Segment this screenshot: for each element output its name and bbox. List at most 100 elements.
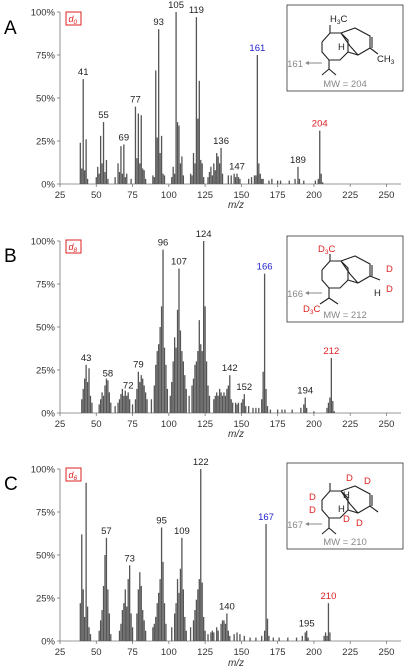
spectrum-bar bbox=[108, 392, 110, 413]
spectrum-bar bbox=[84, 378, 86, 413]
spectrum-bar bbox=[191, 385, 193, 413]
spectrum-bar bbox=[156, 137, 158, 184]
peak-label: 107 bbox=[171, 257, 187, 268]
deuteration-badge: d8 bbox=[65, 239, 82, 254]
spectrum-bar bbox=[210, 166, 212, 184]
spectrum-bar bbox=[181, 351, 183, 413]
spectrum-bar bbox=[313, 411, 315, 413]
spectrum-bar bbox=[192, 620, 195, 641]
spectrum-bar bbox=[163, 603, 166, 641]
structure-inset: D D D D D D H H 167 MW = 210 bbox=[286, 462, 404, 550]
spectrum-bar bbox=[144, 630, 147, 641]
structure-box bbox=[286, 462, 404, 550]
spectrum-bar bbox=[247, 178, 250, 184]
spectrum-bar bbox=[218, 388, 221, 413]
spectrum-bar bbox=[279, 180, 282, 184]
spectrum-bar bbox=[221, 173, 224, 184]
spectrum-bar bbox=[294, 178, 296, 184]
spectrum-bar bbox=[118, 630, 121, 641]
spectrum-bar bbox=[101, 392, 103, 413]
y-tick-label: 75% bbox=[36, 51, 56, 62]
spectrum-bar bbox=[181, 537, 183, 641]
spectrum-bar bbox=[243, 635, 245, 641]
badge-box bbox=[65, 467, 82, 482]
spectrum-bar bbox=[306, 630, 308, 641]
spectrum-bar bbox=[84, 616, 86, 641]
methyl-bond bbox=[369, 47, 379, 55]
spectrum-bar bbox=[102, 122, 105, 184]
spectrum-bar bbox=[179, 330, 182, 413]
isopropyl-arm-2 bbox=[328, 527, 337, 535]
spectrum-bar bbox=[79, 142, 81, 184]
spectrum-bar bbox=[265, 388, 267, 413]
spectrum-bar bbox=[203, 241, 205, 413]
peak-label: 109 bbox=[174, 526, 190, 537]
x-tick-label: 25 bbox=[55, 647, 66, 658]
spectrum-bar bbox=[156, 351, 158, 413]
spectrum-bar bbox=[129, 399, 131, 413]
y-tick-label: 25% bbox=[36, 137, 56, 148]
spectrum-bar bbox=[317, 178, 319, 184]
spectrum-bar bbox=[153, 623, 155, 641]
spectrum-bar bbox=[197, 118, 199, 184]
spectrum-bar bbox=[268, 635, 270, 641]
spectrum-bar bbox=[121, 173, 124, 184]
peak-label: 69 bbox=[119, 132, 130, 143]
spectrum-bar bbox=[329, 632, 331, 641]
spectrum-bar bbox=[188, 395, 190, 413]
fragment-arrowhead bbox=[305, 522, 309, 526]
spectrum-bar bbox=[242, 399, 244, 413]
spectrum-bar bbox=[194, 163, 196, 184]
spectrum-bar bbox=[117, 402, 119, 413]
spectrum-bar bbox=[160, 135, 163, 184]
structure-label-d-2: D bbox=[364, 476, 371, 487]
structure-label-d-1: D bbox=[346, 473, 353, 484]
bridge-bond bbox=[340, 490, 351, 505]
y-tick-label: 50% bbox=[36, 323, 56, 334]
spectrum-bar bbox=[176, 122, 179, 184]
y-tick-label: 25% bbox=[36, 366, 56, 377]
spectrum-bar bbox=[301, 635, 303, 641]
spectrum-bar bbox=[124, 390, 126, 413]
spectrum-bar bbox=[126, 173, 128, 184]
spectrum-bar bbox=[259, 173, 261, 184]
x-tick-label: 250 bbox=[379, 647, 395, 658]
peak-labels: 41 55 69 77 93 105 119 136 147 161 189 204 bbox=[78, 0, 328, 173]
structure-label-h: H bbox=[338, 42, 345, 53]
spectrum-bar bbox=[249, 637, 251, 641]
spectrum-bar bbox=[200, 159, 202, 184]
spectrum-bar bbox=[268, 180, 270, 184]
spectrum-bar bbox=[136, 158, 138, 184]
spectrum-bar bbox=[105, 537, 108, 641]
spectrum-bar bbox=[185, 630, 187, 641]
spectrum-bar bbox=[139, 382, 141, 413]
spectrum-bar bbox=[85, 139, 87, 184]
x-tick-label: 225 bbox=[342, 647, 358, 658]
deuteration-badge: d6 bbox=[65, 467, 82, 482]
x-axis: 25 50 75 100 125 150 175 200 225 250 bbox=[55, 640, 401, 658]
spectrum-bar bbox=[223, 392, 225, 413]
spectrum-bar bbox=[314, 180, 317, 184]
spectrum-bar bbox=[216, 153, 218, 184]
spectrum-bar bbox=[89, 395, 92, 413]
spectrum-bar bbox=[262, 371, 264, 413]
spectrum-bar bbox=[176, 579, 179, 641]
spectrum-bar bbox=[79, 603, 81, 641]
spectrum-bar bbox=[165, 364, 167, 413]
x-axis-label: m/z bbox=[228, 658, 244, 669]
spectrum-bar bbox=[104, 555, 106, 641]
spectrum-bar bbox=[271, 178, 273, 184]
spectrum-bar bbox=[158, 344, 160, 413]
spectrum-bar bbox=[178, 125, 180, 184]
spectrum-bar bbox=[153, 385, 155, 413]
x-tick-label: 75 bbox=[127, 647, 138, 658]
spectrum-bar bbox=[261, 178, 263, 184]
structure-label-d-2: D bbox=[386, 284, 393, 295]
spectrum-bar bbox=[181, 156, 183, 184]
x-tick-label: 25 bbox=[55, 419, 66, 430]
spectrum-bar bbox=[220, 392, 222, 413]
fragment-label: 167 bbox=[287, 520, 303, 531]
x-tick-label: 150 bbox=[233, 419, 249, 430]
peak-label: 41 bbox=[78, 67, 89, 78]
x-tick-label: 25 bbox=[55, 190, 66, 201]
